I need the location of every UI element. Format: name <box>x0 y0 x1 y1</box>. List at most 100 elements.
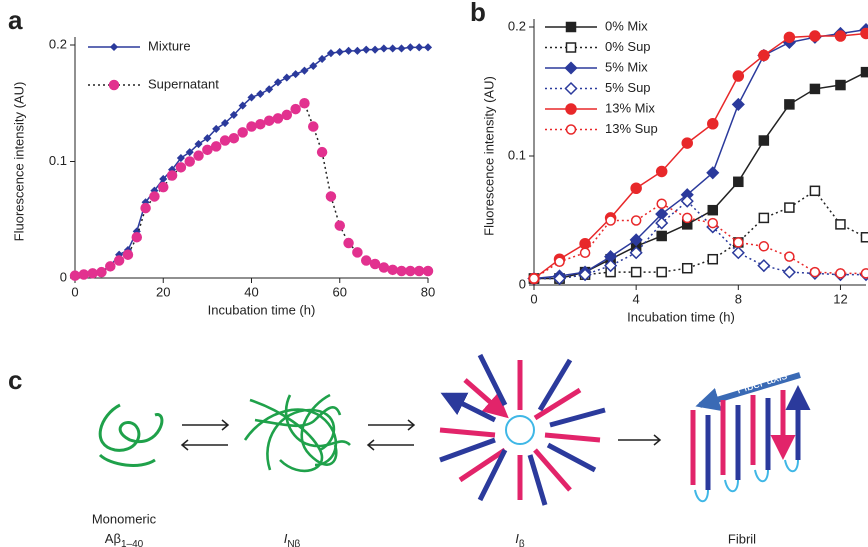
legend-label: 13% Sup <box>605 121 658 136</box>
x-tick-label: 8 <box>735 291 742 306</box>
marker <box>578 268 592 282</box>
legend-label: Supernatant <box>148 76 219 91</box>
marker <box>809 83 821 95</box>
y-axis-label: Fluorescence intensity (AU) <box>481 76 496 236</box>
marker <box>630 182 642 194</box>
marker <box>579 237 591 250</box>
x-tick-label: 12 <box>833 291 847 306</box>
symbol: I <box>515 531 519 546</box>
marker <box>194 139 203 149</box>
panel-label: b <box>470 0 486 27</box>
marker <box>413 265 425 277</box>
marker <box>212 124 221 133</box>
marker <box>105 261 116 272</box>
legend-label: 0% Sup <box>605 39 651 54</box>
marker <box>237 127 248 138</box>
marker <box>860 268 868 279</box>
marker <box>122 249 134 260</box>
series-line <box>74 102 428 277</box>
marker <box>69 270 81 281</box>
marker <box>202 144 213 156</box>
marker <box>835 268 846 279</box>
y-tick-label: 0.2 <box>49 36 67 51</box>
marker <box>370 45 380 54</box>
stage-label: Fibril <box>728 531 756 546</box>
marker <box>707 118 719 130</box>
y-tick-label: 0 <box>519 276 526 291</box>
marker <box>246 121 257 132</box>
marker <box>422 265 434 277</box>
marker <box>290 103 301 115</box>
marker <box>353 46 362 55</box>
marker <box>423 43 433 52</box>
x-tick-label: 80 <box>421 284 435 299</box>
marker <box>707 217 719 229</box>
marker <box>655 216 669 230</box>
marker <box>758 135 770 146</box>
symbol: Aβ <box>105 531 121 546</box>
series-line <box>534 189 867 280</box>
marker <box>263 115 275 126</box>
marker <box>149 191 160 202</box>
marker <box>629 233 643 247</box>
marker <box>343 237 354 249</box>
marker <box>405 265 416 277</box>
marker <box>299 98 310 109</box>
beta-star <box>440 353 606 506</box>
marker <box>629 246 643 260</box>
marker <box>656 266 667 278</box>
marker <box>378 262 390 273</box>
y-tick-label: 0 <box>60 269 67 284</box>
marker <box>757 259 771 273</box>
marker <box>360 255 372 266</box>
marker <box>344 46 353 55</box>
marker <box>680 194 694 208</box>
x-tick-label: 20 <box>156 284 170 299</box>
marker <box>655 165 668 178</box>
marker <box>706 166 720 180</box>
marker <box>228 132 240 144</box>
marker <box>265 85 274 94</box>
marker <box>113 255 125 266</box>
legend-label: 0% Mix <box>605 18 648 33</box>
stage-symbol: Iβ <box>515 531 525 547</box>
marker <box>656 230 667 242</box>
x-tick-label: 4 <box>633 291 640 306</box>
marker <box>273 78 283 87</box>
tangle <box>243 393 351 473</box>
marker <box>335 47 344 57</box>
marker <box>185 148 194 157</box>
marker <box>282 73 291 82</box>
legend-marker <box>565 42 577 53</box>
marker <box>732 70 745 82</box>
marker <box>326 49 335 58</box>
marker <box>406 43 415 52</box>
marker <box>681 262 693 274</box>
y-tick-label: 0.2 <box>508 18 526 33</box>
arrow <box>618 434 662 446</box>
marker <box>604 259 618 273</box>
marker <box>758 49 770 62</box>
legend-marker <box>565 103 577 115</box>
panel-label: a <box>8 5 23 35</box>
marker <box>731 246 745 260</box>
stage-symbol: Aβ1–40 <box>105 531 144 547</box>
marker <box>552 271 567 286</box>
x-tick-label: 40 <box>244 284 258 299</box>
marker <box>579 247 591 258</box>
marker <box>131 231 143 243</box>
marker <box>210 141 222 152</box>
marker <box>733 237 744 248</box>
equilibrium-arrow <box>368 424 414 446</box>
marker <box>255 118 266 130</box>
marker <box>784 99 795 110</box>
marker <box>630 215 642 226</box>
legend-marker <box>565 21 577 33</box>
diagram <box>98 353 800 506</box>
legend-marker <box>108 79 120 91</box>
marker <box>309 61 318 71</box>
marker <box>835 219 846 230</box>
monomer <box>98 403 164 467</box>
marker <box>809 185 821 197</box>
